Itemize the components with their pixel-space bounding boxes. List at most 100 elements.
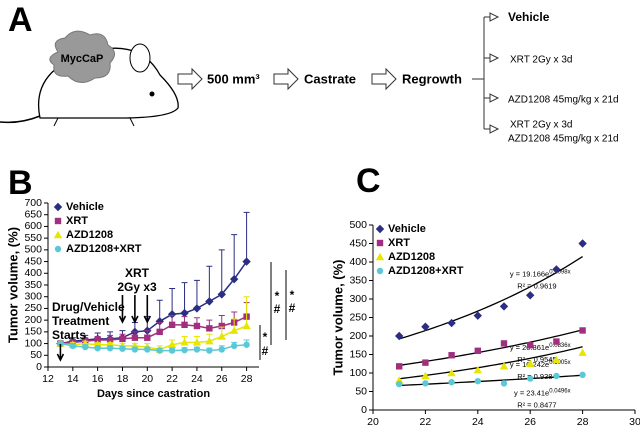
trend-equation: y = 10.242e0.1005x bbox=[510, 359, 571, 368]
marker bbox=[395, 331, 404, 341]
marker bbox=[500, 380, 508, 387]
trend-line bbox=[399, 329, 583, 366]
marker bbox=[229, 274, 239, 284]
marker bbox=[552, 265, 561, 274]
marker bbox=[94, 336, 101, 344]
annotation: Drug/Vehicle bbox=[52, 300, 125, 314]
flow-arrows bbox=[177, 12, 500, 134]
y-tick-label: 300 bbox=[24, 290, 42, 302]
marker bbox=[242, 257, 251, 266]
marker bbox=[242, 321, 251, 330]
trend-equation: y = 19.166e0.1098x bbox=[510, 269, 571, 278]
marker bbox=[499, 362, 509, 370]
arrow bbox=[118, 295, 127, 324]
marker bbox=[193, 346, 201, 353]
x-tick-label: 20 bbox=[141, 373, 153, 385]
error-bar bbox=[193, 279, 200, 309]
y-tick-label: 500 bbox=[24, 244, 42, 256]
marker bbox=[553, 338, 560, 345]
x-tick-label: 30 bbox=[629, 416, 640, 428]
error-bar bbox=[243, 211, 250, 262]
marker bbox=[474, 347, 481, 354]
trend-equation: y = 20.861e0.0836x bbox=[510, 342, 571, 351]
series-line bbox=[60, 342, 247, 352]
marker bbox=[579, 371, 586, 379]
marker bbox=[422, 359, 429, 366]
marker bbox=[167, 310, 177, 319]
x-axis-label: Days since castration bbox=[447, 431, 560, 432]
arm: AZD1208 45mg/kg x 21d bbox=[508, 134, 619, 145]
legend-label: XRT bbox=[388, 237, 410, 249]
marker bbox=[193, 322, 201, 330]
y-tick-label: 700 bbox=[24, 197, 42, 209]
y-tick-label: 350 bbox=[349, 274, 367, 286]
marker bbox=[527, 342, 534, 349]
marker bbox=[205, 337, 214, 345]
trend-line bbox=[399, 256, 583, 340]
x-tick-label: 14 bbox=[67, 373, 79, 385]
trend-equation: y = 23.41e0.0496x bbox=[514, 388, 571, 397]
marker bbox=[474, 377, 481, 385]
y-tick-label: 600 bbox=[24, 220, 42, 232]
marker bbox=[168, 321, 176, 329]
trend-line bbox=[399, 374, 583, 387]
marker bbox=[144, 346, 151, 353]
y-tick-label: 200 bbox=[24, 314, 42, 326]
exponent: 0.0496x bbox=[549, 388, 570, 394]
marker bbox=[375, 224, 385, 234]
marker bbox=[526, 359, 535, 367]
arm: AZD1208 45mg/kg x 21d bbox=[508, 95, 619, 106]
y-tick-label: 300 bbox=[349, 293, 367, 305]
y-tick-label: 0 bbox=[361, 404, 367, 416]
equation: y = 19.166e bbox=[510, 270, 549, 279]
y-tick-label: 150 bbox=[24, 326, 42, 338]
arrow bbox=[56, 344, 65, 362]
marker bbox=[205, 297, 214, 306]
arm: XRT 2Gy x 3d bbox=[510, 120, 572, 131]
x-tick-label: 26 bbox=[216, 373, 228, 385]
marker bbox=[94, 345, 101, 352]
marker bbox=[57, 340, 64, 347]
marker bbox=[396, 380, 403, 388]
marker bbox=[119, 335, 126, 343]
error-bar bbox=[206, 265, 213, 302]
significance: # bbox=[262, 344, 269, 358]
marker bbox=[527, 375, 534, 382]
marker bbox=[421, 371, 430, 380]
y-tick-label: 50 bbox=[30, 349, 42, 361]
marker bbox=[229, 326, 239, 334]
y-axis-label: Tumor volume, (%) bbox=[330, 259, 345, 375]
legend-label: AZD1208+XRT bbox=[66, 243, 142, 255]
significance: # bbox=[289, 301, 296, 315]
y-tick-label: 0 bbox=[36, 361, 42, 373]
marker bbox=[579, 327, 586, 334]
marker bbox=[167, 340, 177, 348]
marker bbox=[181, 321, 188, 329]
panel-label: C bbox=[356, 162, 381, 200]
marker bbox=[156, 328, 163, 336]
x-tick-label: 16 bbox=[92, 373, 104, 385]
marker bbox=[217, 332, 226, 340]
marker bbox=[553, 372, 560, 380]
legend-label: AZD1208 bbox=[388, 251, 435, 263]
x-axis-label: Days since castration bbox=[97, 388, 210, 400]
marker bbox=[447, 318, 456, 328]
y-tick-label: 200 bbox=[349, 330, 367, 342]
arrow bbox=[143, 295, 152, 324]
y-tick-label: 50 bbox=[355, 385, 367, 397]
x-tick-label: 26 bbox=[524, 416, 536, 428]
marker bbox=[180, 338, 189, 346]
annotation: 2Gy x3 bbox=[117, 280, 157, 294]
y-tick-label: 650 bbox=[24, 208, 42, 220]
marker bbox=[218, 346, 225, 353]
arm: XRT 2Gy x 3d bbox=[510, 55, 572, 66]
significance: * bbox=[275, 289, 280, 303]
series-line bbox=[60, 261, 248, 345]
series-line bbox=[60, 315, 247, 345]
step: 500 mm³ bbox=[207, 71, 260, 86]
legend-label: XRT bbox=[66, 215, 88, 227]
marker bbox=[168, 347, 176, 354]
marker bbox=[448, 352, 455, 359]
marker bbox=[473, 365, 482, 374]
step: Castrate bbox=[304, 71, 356, 86]
